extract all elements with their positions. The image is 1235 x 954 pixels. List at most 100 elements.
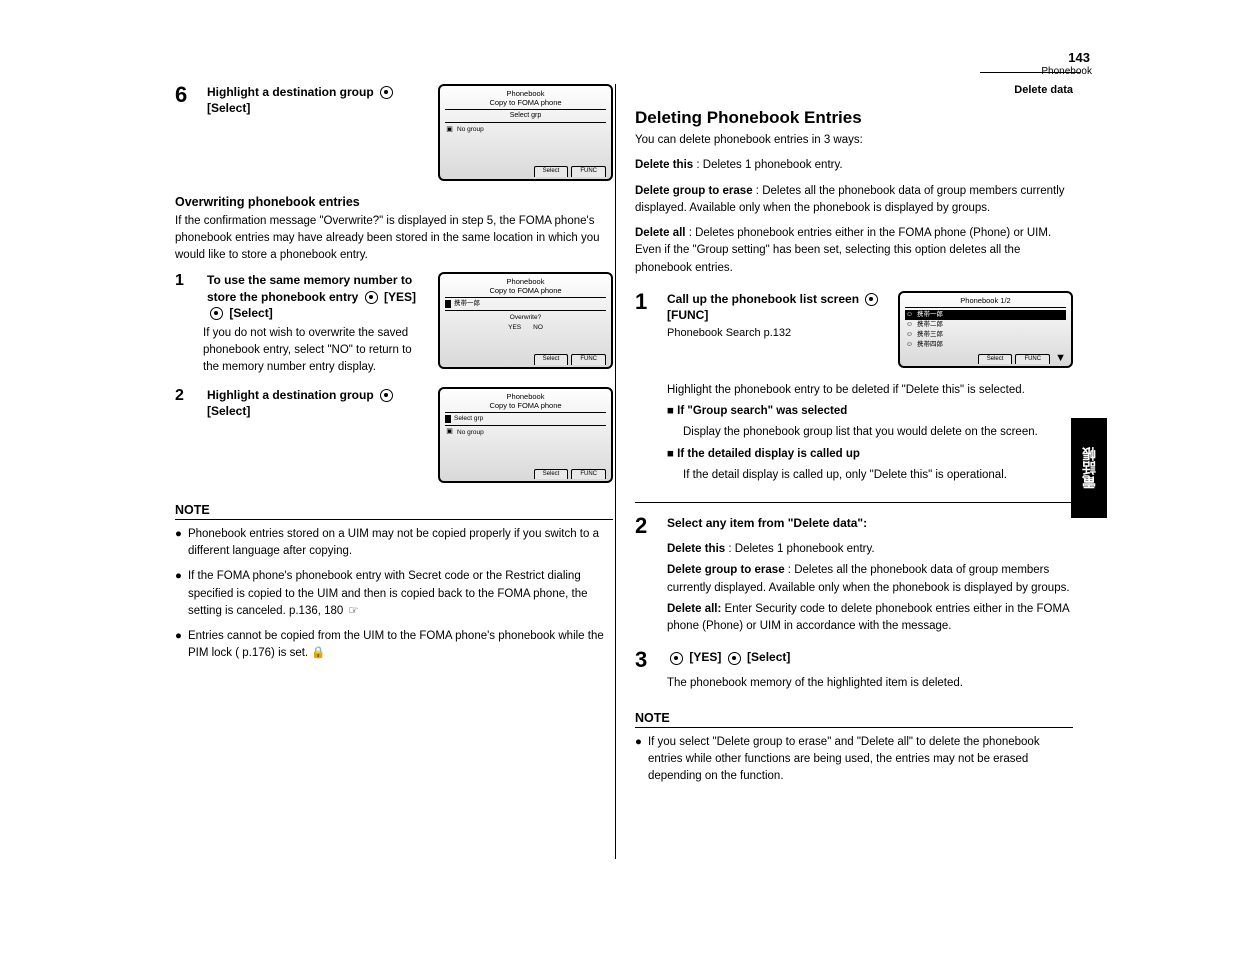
lcd-opt-yes[interactable]: YES [508,324,521,332]
dial-icon [380,86,393,99]
note-item: If you select "Delete group to erase" an… [648,734,1073,786]
lcd-button-select[interactable]: Select [534,354,569,364]
lcd-title: Phonebook Copy to FOMA phone [445,89,606,110]
note-heading: NOTE [175,503,613,520]
step-hint: If you do not wish to overwrite the save… [203,325,426,377]
right-step-1: 1 Call up the phonebook list screen [FUN… [635,291,1073,368]
step-6: 6 Highlight a destination group [Select]… [175,84,613,181]
overwrite-heading: Overwriting phonebook entries [175,195,613,209]
person-icon: ☺ [905,311,914,319]
method-desc: Deletes phonebook entries either in the … [635,227,1051,274]
lcd-button-func[interactable]: FUNC [571,354,606,364]
method-name: Delete all [635,227,686,239]
item-name: Delete all: [667,603,721,615]
bullet-icon: ● [175,568,182,620]
page-number: 143 [1068,50,1090,65]
step-action: Select [211,101,246,115]
lcd-overwrite-2: Phonebook Copy to FOMA phone Select grp … [438,387,613,483]
note-right: NOTE ● If you select "Delete group to er… [635,711,1073,786]
note-item: Phonebook entries stored on a UIM may no… [188,526,613,561]
link-icon: ☞ [347,603,361,620]
column-divider [615,84,616,859]
dial-icon [865,293,878,306]
step-number: 1 [175,272,197,290]
right-column: Delete data Deleting Phonebook Entries Y… [635,84,1073,799]
step3-tail: The phonebook memory of the highlighted … [667,675,1073,692]
lcd-sub: Select grp [445,110,606,123]
step-text: Select any item from "Delete data": [667,515,1073,531]
right-step-2: 2 Select any item from "Delete data": De… [635,515,1073,635]
marker-icon [445,300,451,308]
step-ref: Phonebook Search p.132 [667,326,886,341]
bullet-icon: ● [175,628,182,663]
lcd-step6: Phonebook Copy to FOMA phone Select grp … [438,84,613,181]
marker-icon [445,415,451,423]
dial-icon [670,652,683,665]
person-icon: ☺ [905,341,914,349]
lcd-overwrite-1: Phonebook Copy to FOMA phone 携帯一郎 Overwr… [438,272,613,368]
section-rule [635,502,1073,503]
list-item[interactable]: ☺携帯二郎 [905,320,1066,330]
list-item[interactable]: ☺携帯一郎 [905,310,1066,320]
item-name: Delete group to erase [667,564,785,576]
item-desc: Enter Security code to delete phonebook … [667,603,1069,632]
step-text: Highlight a destination group [207,388,377,402]
lcd-button-func[interactable]: FUNC [571,166,606,176]
item-name: Delete this [667,543,725,555]
dial-icon [210,307,223,320]
dial-icon [365,291,378,304]
list-item[interactable]: ☺携帯三郎 [905,330,1066,340]
note-item: Entries cannot be copied from the UIM to… [188,628,613,663]
lcd-title: Phonebook Copy to FOMA phone [445,392,606,413]
lcd-button-func[interactable]: FUNC [1015,354,1050,364]
method-name: Delete group to erase [635,185,753,197]
lcd-opt-no[interactable]: NO [533,324,543,332]
list-item[interactable]: ☺携帯四郎 [905,340,1066,350]
method-desc: Deletes 1 phonebook entry. [703,159,843,171]
step-number: 2 [635,515,657,537]
dial-icon [728,652,741,665]
lcd-button-select[interactable]: Select [534,469,569,479]
step1-group-detail: Display the phonebook group list that yo… [683,424,1073,441]
lock-icon: 🔒 [311,645,325,662]
step-number: 2 [175,387,197,405]
lcd-button-func[interactable]: FUNC [571,469,606,479]
section-intro: You can delete phonebook entries in 3 wa… [635,132,1073,149]
folder-icon: ▣ [445,126,454,134]
dial-icon [380,389,393,402]
method-name: Delete this [635,159,693,171]
right-step-3: 3 [YES] [Select] The phonebook memory of… [635,649,1073,692]
person-icon: ☺ [905,331,914,339]
overwrite-intro: If the confirmation message "Overwrite?"… [175,213,613,265]
step-text: To use the same memory number to store t… [207,273,412,303]
bullet-icon: ● [175,526,182,561]
folder-icon: ▣ [445,429,454,437]
methods-list: Delete this : Deletes 1 phonebook entry.… [635,157,1073,277]
step1-tail: Highlight the phonebook entry to be dele… [667,382,1073,399]
lcd-button-select[interactable]: Select [978,354,1013,364]
step-text: Call up the phonebook list screen [667,292,862,306]
overwrite-section: Overwriting phonebook entries If the con… [175,195,613,483]
note-item: If the FOMA phone's phonebook entry with… [188,568,613,620]
lcd-title: Phonebook 1/2 [905,296,1066,308]
lcd-row: ▣ No group [445,125,606,135]
person-icon: ☺ [905,321,914,329]
bullet-icon: ● [635,734,642,786]
step-number: 6 [175,84,197,106]
step1-group-cond: ■ If "Group search" was selected [667,403,1073,420]
step-number: 3 [635,649,657,671]
item-desc: Deletes 1 phonebook entry. [735,543,875,555]
left-column: 6 Highlight a destination group [Select]… [175,84,613,677]
section-subtitle: Delete data [635,84,1073,96]
side-tab: 電話帳 [1071,418,1107,518]
note-left: NOTE ● Phonebook entries stored on a UIM… [175,503,613,663]
step1-detail-note: If the detail display is called up, only… [683,467,1073,484]
lcd-button-select[interactable]: Select [534,166,569,176]
header-rule [980,72,1080,73]
lcd-right-1: Phonebook 1/2 ☺携帯一郎 ☺携帯二郎 ☺携帯三郎 ☺携帯四郎 Se… [898,291,1073,368]
step-number: 1 [635,291,657,313]
lcd-title: Phonebook Copy to FOMA phone [445,277,606,298]
down-arrow-icon: ▼ [1055,353,1066,364]
step-text: Highlight a destination group [207,85,377,99]
section-title: Deleting Phonebook Entries [635,108,1073,128]
